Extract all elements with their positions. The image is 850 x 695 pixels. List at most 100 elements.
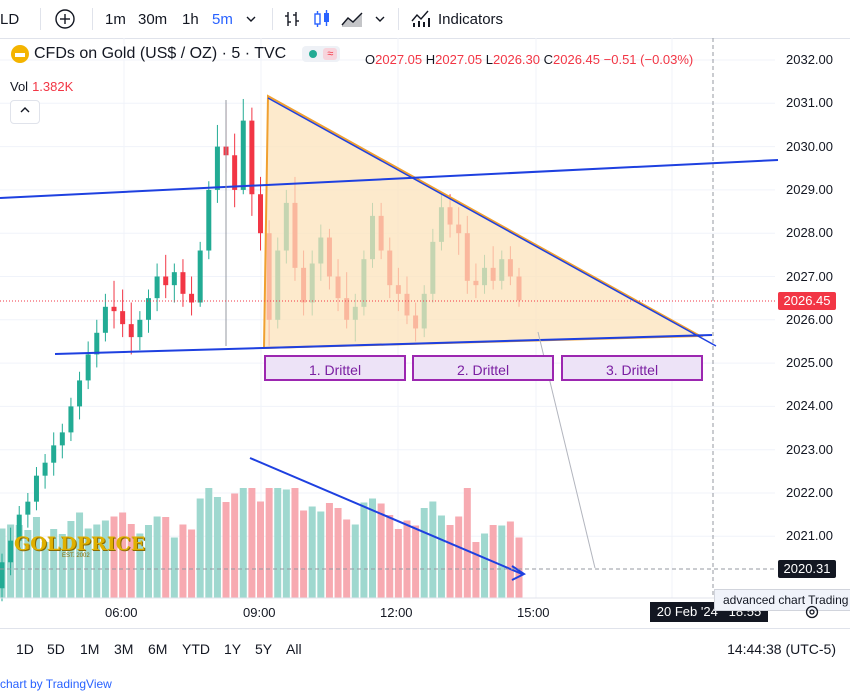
candle-body [8, 540, 14, 563]
candle-body [180, 272, 186, 294]
volume-bar [144, 525, 152, 598]
area-chart-button[interactable] [340, 0, 364, 38]
volume-bar [506, 521, 514, 598]
bars-icon [285, 12, 299, 26]
candle-body [111, 306, 117, 312]
chart-type-dropdown[interactable] [374, 0, 386, 38]
indicators-label: Indicators [438, 10, 504, 28]
interval-dropdown[interactable] [245, 0, 257, 38]
interval-5m[interactable]: 5m [212, 10, 233, 28]
price-chart[interactable] [0, 38, 850, 628]
volume-bar [420, 508, 428, 598]
price-tick-label: 2030.00 [786, 138, 833, 154]
candle-body [258, 194, 263, 234]
bar-chart-button[interactable] [282, 0, 302, 38]
range-5d[interactable]: 5D [47, 641, 65, 657]
lower-support-line [54, 334, 713, 355]
volume-bar [58, 534, 66, 598]
range-ytd[interactable]: YTD [182, 641, 210, 657]
low-label: L [485, 52, 493, 67]
volume-bar [231, 493, 239, 598]
add-symbol-button[interactable] [54, 0, 76, 38]
volume-bar [257, 501, 264, 598]
candle-body [120, 311, 126, 325]
footer-credit[interactable]: chart by TradingView [0, 677, 112, 691]
symbol-title[interactable]: CFDs on Gold (US$ / OZ) · 5 · TVC [34, 45, 287, 62]
range-5y[interactable]: 5Y [255, 641, 273, 657]
volume-bar [205, 488, 213, 598]
range-all[interactable]: All [286, 641, 302, 657]
symbol-label[interactable]: LD [0, 10, 20, 28]
timezone-clock[interactable]: 14:44:38 (UTC-5) [727, 641, 836, 657]
candle-body [51, 445, 57, 463]
collapse-legend-button[interactable] [10, 100, 40, 124]
tooltip: advanced chart Trading [714, 589, 850, 611]
volume-bar [463, 488, 471, 598]
market-open-icon [309, 50, 318, 58]
range-1y[interactable]: 1Y [224, 641, 242, 657]
candle-body [68, 406, 74, 433]
volume-bar [153, 516, 161, 598]
candle-body [137, 319, 143, 338]
volume-bar [170, 537, 178, 598]
volume-bar [101, 520, 109, 598]
price-tick-label: 2021.00 [786, 528, 833, 544]
candle-body [128, 324, 134, 338]
price-tick-label: 2024.00 [786, 398, 833, 414]
candle-body [33, 475, 39, 502]
candle-body [240, 120, 246, 190]
chevron-down-icon [246, 16, 256, 22]
range-1d[interactable]: 1D [16, 641, 34, 657]
time-label-0600: 06:00 [105, 605, 138, 620]
range-3m[interactable]: 3M [114, 641, 134, 657]
volume-bar [24, 530, 32, 598]
price-tick-label: 2027.00 [786, 268, 833, 284]
volume-bar [136, 533, 144, 598]
chevron-up-icon [20, 107, 30, 113]
drittel-3-box[interactable]: 3. Drittel [561, 355, 703, 381]
high-value: 2027.05 [435, 52, 483, 67]
candle-body [145, 298, 151, 320]
toolbar-divider [92, 8, 93, 30]
volume-bar [300, 510, 308, 598]
interval-1h[interactable]: 1h [182, 10, 199, 28]
close-label: C [543, 52, 554, 67]
volume-bar [41, 542, 49, 598]
volume-bar [446, 525, 454, 598]
volume-bar [162, 517, 170, 598]
volume-bar [360, 502, 368, 598]
candles-button[interactable] [312, 0, 332, 38]
volume-bar [222, 502, 230, 598]
volume-bar [455, 516, 463, 598]
volume-bar [291, 488, 299, 598]
volume-bar [84, 528, 92, 598]
volume-bar [239, 488, 247, 598]
volume-bar [196, 498, 204, 598]
drittel-2-box[interactable]: 2. Drittel [412, 355, 554, 381]
area-chart-icon [341, 12, 363, 27]
candle-body [59, 432, 65, 446]
candle-body [214, 146, 220, 190]
volume-bar [325, 503, 333, 598]
volume-bar [188, 529, 196, 598]
price-tick-label: 2031.00 [786, 95, 833, 111]
range-6m[interactable]: 6M [148, 641, 168, 657]
volume-bar [67, 521, 75, 598]
open-label: O [365, 52, 376, 67]
indicators-icon [411, 10, 430, 27]
change-value: −0.51 (−0.03%) [603, 52, 694, 67]
candle-body [0, 562, 5, 589]
drittel-1-box[interactable]: 1. Drittel [264, 355, 406, 381]
volume-bar [429, 501, 437, 598]
volume-bar [15, 525, 23, 598]
volume-trend-arrow [249, 457, 523, 575]
indicators-button[interactable]: Indicators [410, 0, 503, 38]
interval-30m[interactable]: 30m [138, 10, 168, 28]
settings-button[interactable] [804, 604, 820, 625]
candle-body [232, 155, 238, 190]
interval-1m[interactable]: 1m [105, 10, 126, 28]
range-1m[interactable]: 1M [80, 641, 100, 657]
candle-body [154, 276, 160, 299]
candle-body [77, 380, 83, 407]
volume-bar [437, 515, 445, 598]
